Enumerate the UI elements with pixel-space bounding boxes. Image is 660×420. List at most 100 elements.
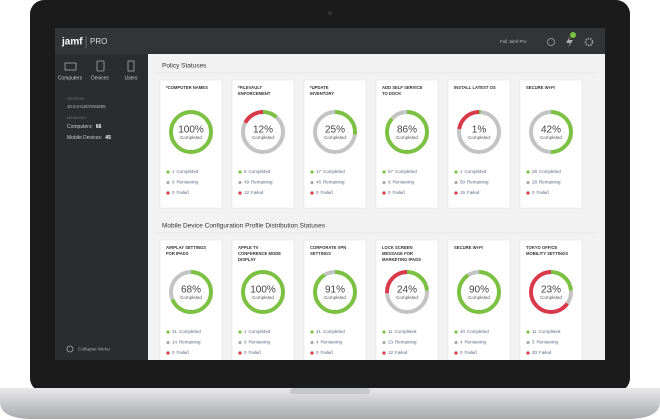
status-count: 0 (172, 180, 175, 185)
sidebar (55, 54, 148, 360)
status-dot (166, 170, 170, 174)
logo[interactable]: jamf (61, 37, 83, 48)
ring-segment (457, 110, 501, 154)
percent: 1% (472, 125, 487, 136)
status-label: Completed (249, 329, 271, 334)
nav-item[interactable]: Users (124, 75, 138, 81)
status-row: 46 Remaining (316, 180, 345, 185)
card (303, 239, 367, 360)
status-label: Remaining (467, 180, 489, 185)
status-row: 5 Remaining (532, 340, 559, 345)
percent-label: Completed (396, 295, 418, 300)
status-dot (382, 330, 386, 334)
percent: 25% (325, 125, 345, 136)
status-label: Completed (539, 329, 561, 334)
percent: 91% (325, 285, 345, 296)
users-icon[interactable] (127, 60, 135, 72)
status-label: Failed (249, 350, 262, 355)
status-count: 41 (316, 329, 322, 334)
status-count: 28 (532, 169, 538, 174)
status-label: Remaining (539, 180, 561, 185)
card (303, 79, 367, 209)
user-menu[interactable]: Full Jamf Pro (500, 39, 527, 44)
percent-label: Completed (180, 135, 202, 140)
status-row: 1 Completed (172, 169, 199, 174)
status-count: 50 (460, 180, 466, 185)
nav-item[interactable]: Computers (58, 75, 83, 81)
managed-name: Mobile Devices: (67, 135, 102, 141)
status-row: 1 Completed (244, 329, 271, 334)
status-dot (526, 170, 530, 174)
account-icon[interactable] (547, 38, 555, 46)
status-dot (310, 330, 314, 334)
card-title: SETTINGS (310, 251, 331, 256)
status-dot (166, 191, 170, 195)
status-row: 40 Completed (460, 329, 489, 334)
status-count: 30 (532, 350, 538, 355)
card (447, 79, 511, 209)
notifications-icon[interactable] (566, 36, 573, 48)
status-label: Failed (467, 190, 480, 195)
status-row: 12 Failed (244, 190, 264, 195)
status-label: Completed (323, 329, 345, 334)
status-label: Completed (179, 329, 201, 334)
settings-icon[interactable] (584, 37, 594, 47)
percent: 12% (253, 125, 273, 136)
nav-item[interactable]: Devices (91, 75, 109, 81)
status-label: Failed (465, 350, 478, 355)
collapse-icon[interactable] (66, 345, 74, 353)
status-row: 0 Failed (316, 190, 333, 195)
devices-icon[interactable] (96, 60, 105, 72)
computers-icon[interactable] (64, 62, 77, 71)
status-count: 4 (316, 340, 319, 345)
ring-segment (169, 110, 213, 154)
card (447, 239, 511, 360)
status-row: 14 Remaining (172, 340, 201, 345)
collapse-menu[interactable]: Collapse Menu (78, 346, 110, 352)
status-dot (454, 340, 458, 345)
card-title: LOCK SCREEN (382, 245, 412, 250)
status-count: 40 (460, 329, 466, 334)
status-row: 50 Remaining (460, 180, 489, 185)
ring-segment (529, 270, 573, 314)
status-label: Remaining (323, 180, 345, 185)
status-label: Remaining (251, 180, 273, 185)
percent-label: Completed (252, 135, 274, 140)
status-dot (526, 180, 530, 185)
percent: 23% (541, 285, 561, 296)
status-dot (310, 180, 314, 185)
status-count: 0 (532, 190, 535, 195)
status-row: 4 Remaining (316, 340, 343, 345)
notch (290, 388, 370, 394)
status-dot (310, 340, 314, 345)
status-row: 9 Remaining (388, 180, 415, 185)
card (375, 79, 439, 209)
card-title: SECURE WI-FI (454, 245, 483, 250)
status-count: 1 (244, 329, 247, 334)
status-count: 28 (532, 180, 538, 185)
card (159, 79, 223, 209)
percent: 24% (397, 285, 417, 296)
status-label: Remaining (249, 340, 271, 345)
percent: 100% (178, 125, 204, 136)
status-label: Failed (177, 350, 190, 355)
ring-segment (313, 270, 357, 314)
percent: 100% (250, 285, 276, 296)
status-label: Failed (539, 350, 552, 355)
card-title: TO DOCK (382, 91, 401, 96)
status-label: Completed (395, 329, 417, 334)
card-title: *UPDATE (310, 85, 329, 90)
